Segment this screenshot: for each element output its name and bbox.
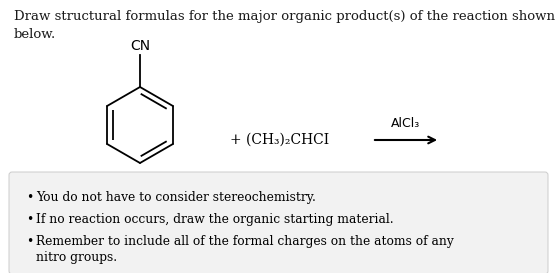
Text: You do not have to consider stereochemistry.: You do not have to consider stereochemis… xyxy=(36,191,316,204)
FancyBboxPatch shape xyxy=(9,172,548,273)
Text: Draw structural formulas for the major organic product(s) of the reaction shown
: Draw structural formulas for the major o… xyxy=(14,10,555,40)
Text: •: • xyxy=(26,213,33,226)
Text: AlCl₃: AlCl₃ xyxy=(391,117,420,130)
Text: Remember to include all of the formal charges on the atoms of any
nitro groups.: Remember to include all of the formal ch… xyxy=(36,235,454,265)
Text: + (CH₃)₂CHCI: + (CH₃)₂CHCI xyxy=(230,133,329,147)
Text: If no reaction occurs, draw the organic starting material.: If no reaction occurs, draw the organic … xyxy=(36,213,394,226)
Text: •: • xyxy=(26,235,33,248)
Text: •: • xyxy=(26,191,33,204)
Text: CN: CN xyxy=(130,39,150,53)
